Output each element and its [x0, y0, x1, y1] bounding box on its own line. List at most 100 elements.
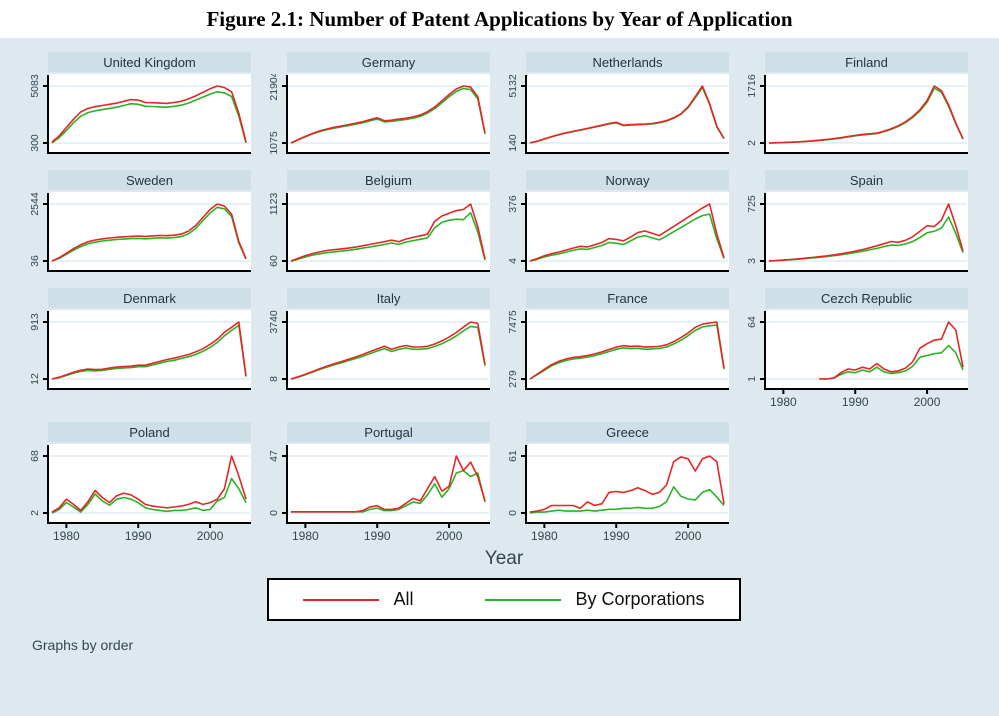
x-tick-labels: 1980 1990 2000 [265, 528, 490, 544]
y-tick-label: 21904 [268, 74, 280, 101]
panel-title: Greece [526, 422, 729, 442]
line-all [768, 203, 964, 262]
panel-france: France 7475 279 [504, 288, 729, 410]
panel-plot: 68 2 [29, 444, 251, 528]
line-by-corporations [529, 213, 725, 262]
x-tick-label: 2000 [196, 529, 224, 543]
line-all [819, 321, 964, 380]
panel-portugal: Portugal 47 0 1980 1990 2000 [265, 422, 490, 544]
line-all [290, 85, 486, 144]
x-tick-label: 1990 [363, 529, 391, 543]
legend: All By Corporations [267, 578, 741, 621]
x-tick-labels: 1980 1990 2000 [26, 528, 251, 544]
panel-title: Italy [287, 288, 490, 308]
y-tick-label: 2544 [29, 192, 41, 216]
graph-region: United Kingdom 5083 300 Germany 21904 1075 Net… [0, 38, 999, 716]
panel-plot: 61 0 [507, 444, 729, 528]
figure-title-band: Figure 2.1: Number of Patent Application… [0, 0, 999, 38]
x-tick-label: 1980 [770, 395, 797, 409]
x-tick-label: 1990 [602, 529, 630, 543]
y-tick-label: 4 [507, 258, 519, 264]
y-tick-label: 8 [268, 376, 280, 382]
panel-plot: 47 0 [268, 444, 490, 528]
panels-grid: United Kingdom 5083 300 Germany 21904 1075 Net… [26, 52, 999, 544]
line-by-corporations [819, 344, 964, 380]
line-all [529, 203, 725, 262]
x-tick-labels: 1980 1990 2000 [504, 528, 729, 544]
panel-title: United Kingdom [48, 52, 251, 72]
line-all [529, 321, 725, 380]
panel-cezch-republic: Cezch Republic 64 1 1980 1990 2000 [743, 288, 968, 410]
y-tick-label: 913 [29, 313, 41, 331]
line-all [290, 203, 486, 262]
y-tick-label: 47 [268, 450, 280, 462]
legend-label-all: All [393, 589, 414, 609]
panel-title: Germany [287, 52, 490, 72]
y-tick-label: 3 [746, 258, 758, 264]
y-tick-label: 7475 [507, 310, 519, 334]
panel-title: Finland [765, 52, 968, 72]
x-tick-label: 2000 [674, 529, 702, 543]
legend-row: All By Corporations [26, 578, 982, 621]
y-tick-label: 12 [29, 373, 41, 385]
panel-plot: 913 12 [29, 310, 251, 390]
y-tick-label: 1075 [268, 131, 280, 155]
legend-label-corporations: By Corporations [575, 589, 705, 609]
y-tick-label: 60 [268, 255, 280, 267]
panel-plot: 2544 36 [29, 192, 251, 272]
x-tick-label: 1980 [53, 529, 80, 543]
y-tick-label: 279 [507, 370, 519, 388]
panel-plot: 725 3 [746, 192, 968, 272]
panel-title: Netherlands [526, 52, 729, 72]
panel-plot: 21904 1075 [268, 74, 490, 155]
y-tick-label: 1 [746, 376, 758, 382]
panel-italy: Italy 3740 8 [265, 288, 490, 410]
line-all [768, 85, 964, 144]
footnote: Graphs by order [32, 637, 134, 653]
x-axis-title: Year [484, 548, 524, 569]
panel-title: Denmark [48, 288, 251, 308]
y-tick-label: 1123 [268, 193, 280, 216]
panel-plot: 376 4 [507, 192, 729, 272]
legend-line-corporations-icon [485, 598, 562, 601]
panel-plot: 3740 8 [268, 310, 490, 390]
y-tick-label: 3740 [268, 310, 280, 334]
line-all [51, 203, 247, 262]
figure-title: Figure 2.1: Number of Patent Application… [206, 6, 793, 31]
line-all [51, 455, 247, 513]
x-tick-label: 1990 [841, 395, 869, 409]
y-tick-label: 64 [746, 316, 758, 328]
panel-denmark: Denmark 913 12 [26, 288, 251, 410]
y-tick-label: 0 [507, 510, 519, 516]
panel-germany: Germany 21904 1075 [265, 52, 490, 158]
panel-united-kingdom: United Kingdom 5083 300 [26, 52, 251, 158]
panel-greece: Greece 61 0 1980 1990 2000 [504, 422, 729, 544]
y-tick-label: 2 [746, 140, 758, 146]
panel-title: Belgium [287, 170, 490, 190]
y-tick-label: 376 [507, 195, 519, 213]
y-tick-label: 1716 [746, 74, 758, 98]
panel-title: France [526, 288, 729, 308]
line-all [529, 455, 725, 513]
x-tick-label: 1980 [292, 529, 319, 543]
panel-title: Sweden [48, 170, 251, 190]
panel-plot: 5132 140 [507, 74, 729, 154]
y-tick-label: 36 [29, 255, 41, 267]
x-tick-labels: 1980 1990 2000 [743, 394, 968, 410]
panel-plot: 1716 2 [746, 74, 968, 154]
line-by-corporations [51, 206, 247, 262]
line-by-corporations [290, 211, 486, 263]
y-tick-label: 2 [29, 510, 41, 516]
x-tick-label: 2000 [435, 529, 463, 543]
y-tick-label: 0 [268, 510, 280, 516]
panel-plot: 5083 300 [29, 74, 251, 154]
panel-plot: 7475 279 [507, 310, 729, 390]
panel-title: Norway [526, 170, 729, 190]
y-tick-label: 61 [507, 450, 519, 462]
line-all [529, 85, 725, 144]
y-tick-label: 5132 [507, 74, 519, 98]
line-by-corporations [51, 477, 247, 514]
panel-spain: Spain 725 3 [743, 170, 968, 276]
panel-title: Portugal [287, 422, 490, 442]
line-all [290, 321, 486, 380]
